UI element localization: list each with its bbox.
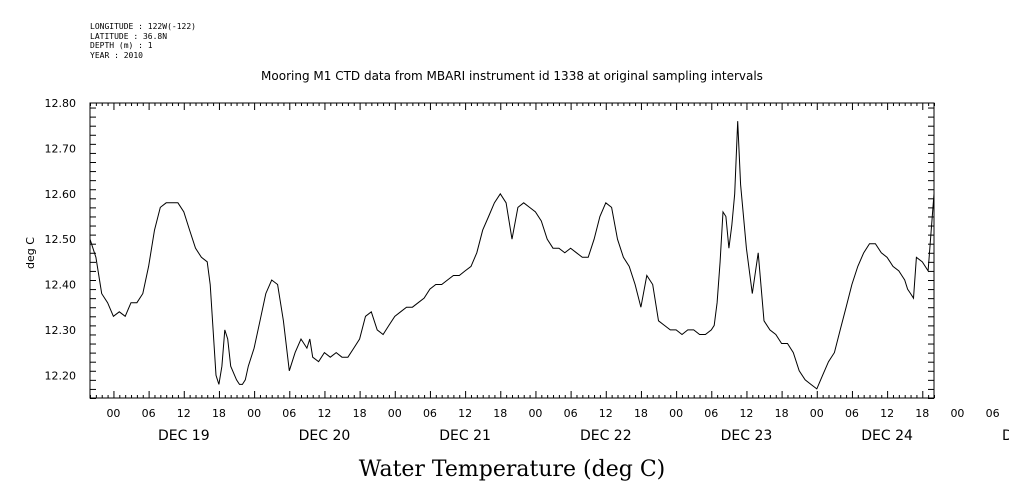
x-hour-tick-label: 06: [142, 407, 156, 420]
y-tick-label: 12.60: [45, 188, 77, 201]
latitude-text: LATITUDE : 36.8N: [90, 31, 168, 41]
x-hour-tick-label: 00: [528, 407, 542, 420]
x-hour-tick-label: 00: [247, 407, 261, 420]
x-hour-tick-label: 18: [353, 407, 367, 420]
x-hour-tick-label: 06: [564, 407, 578, 420]
x-hour-tick-label: 12: [599, 407, 613, 420]
y-tick-label: 12.70: [45, 142, 77, 155]
x-hour-tick-label: 06: [423, 407, 437, 420]
x-hour-tick-label: 18: [775, 407, 789, 420]
x-hour-tick-label: 06: [845, 407, 859, 420]
y-tick-label: 12.20: [45, 369, 77, 382]
x-day-label: DEC 20: [299, 428, 351, 444]
x-hour-tick-label: 00: [950, 407, 964, 420]
x-day-label: DEC 22: [580, 428, 632, 444]
x-hour-tick-label: 18: [493, 407, 507, 420]
y-tick-label: 12.80: [45, 97, 77, 110]
x-hour-tick-label: 00: [669, 407, 683, 420]
x-hour-tick-label: 18: [212, 407, 226, 420]
axis-tick-labels: 00 06 12 18 00 06 12 18 00 06 12 18 00 06 12 18 00 06 12 18…: [45, 97, 1009, 444]
x-hour-tick-label: 00: [810, 407, 824, 420]
y-tick-label: 12.50: [45, 233, 77, 246]
y-tick-label: 12.30: [45, 324, 77, 337]
station-metadata: LONGITUDE : 122W(-122) LATITUDE : 36.8N …: [90, 22, 196, 60]
x-hour-tick-label: 06: [986, 407, 1000, 420]
y-axis-label: deg C: [24, 237, 37, 269]
chart-title: Mooring M1 CTD data from MBARI instrumen…: [261, 69, 763, 83]
x-day-label: DEC 23: [721, 428, 773, 444]
x-day-label: DEC 25: [1002, 428, 1009, 444]
x-hour-tick-label: 12: [317, 407, 331, 420]
x-hour-tick-label: 18: [915, 407, 929, 420]
x-day-label: DEC 21: [439, 428, 491, 444]
x-hour-tick-label: 00: [388, 407, 402, 420]
x-hour-tick-label: 12: [177, 407, 191, 420]
water-temperature-line: [89, 121, 935, 390]
x-hour-tick-label: 18: [634, 407, 648, 420]
x-hour-tick-label: 00: [106, 407, 120, 420]
x-axis-label: Water Temperature (deg C): [359, 457, 666, 482]
longitude-text: LONGITUDE : 122W(-122): [90, 22, 196, 31]
y-tick-label: 12.40: [45, 279, 77, 292]
x-day-label: DEC 19: [158, 428, 210, 444]
x-hour-tick-label: 06: [704, 407, 718, 420]
x-day-label: DEC 24: [861, 428, 913, 444]
axis-ticks: [90, 103, 935, 399]
depth-text: DEPTH (m) : 1: [90, 41, 153, 50]
year-text: YEAR : 2010: [90, 50, 143, 60]
x-hour-tick-label: 12: [880, 407, 894, 420]
plot-frame: [89, 102, 935, 399]
x-hour-tick-label: 06: [282, 407, 296, 420]
x-hour-tick-label: 12: [739, 407, 753, 420]
x-hour-tick-label: 12: [458, 407, 472, 420]
